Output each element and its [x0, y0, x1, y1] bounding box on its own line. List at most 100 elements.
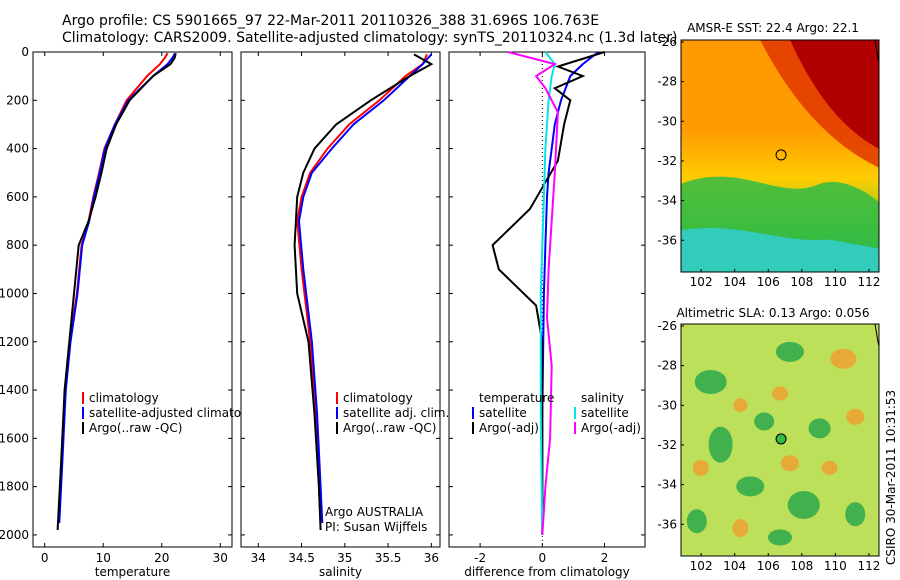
sla_map-frame	[680, 323, 880, 557]
sla_map-ytick-label: -30	[657, 398, 677, 412]
temperature-xtick-label: 20	[154, 551, 169, 565]
diff-salinity-legend-swatch	[574, 407, 576, 419]
sla-high-eddy	[732, 519, 749, 538]
salinity-xtick-label: 35.5	[375, 551, 402, 565]
sst_map-ytick-label: -28	[657, 75, 677, 89]
temperature-xtick-label: 30	[213, 551, 228, 565]
salinity-xlabel: salinity	[319, 565, 362, 579]
sla_map-xtick-label: 104	[723, 559, 746, 573]
diff-temperature-legend-label: Argo(-adj)	[479, 421, 539, 435]
sla_map-xtick-label: 110	[824, 559, 847, 573]
depth-tick-label: 200	[6, 93, 29, 107]
sla_map-ytick-label: -34	[657, 478, 677, 492]
map-panel-sst_map: 102 104 106 108 110 112 -26 -28 -30 -32 -34 -36 AMSR…	[657, 21, 880, 289]
difference-xtick-label: 0	[539, 551, 547, 565]
sla-low-eddy	[768, 529, 792, 546]
sst_map-field	[681, 40, 879, 272]
profile-panel-temperature: 0 10 20 30 0 200 400 600 800 1000 1200 1400 1600 1800…	[0, 45, 267, 579]
sst_map-frame	[680, 39, 880, 273]
depth-tick-label: 0	[21, 45, 29, 59]
sla_map-ytick-label: -28	[657, 359, 677, 373]
depth-tick-label: 800	[6, 238, 29, 252]
difference-xtick-label: -2	[474, 551, 486, 565]
sst_map-ytick-label: -32	[657, 154, 677, 168]
header-line-2: Climatology: CARS2009. Satellite-adjuste…	[62, 30, 678, 46]
depth-tick-label: 2000	[0, 528, 29, 542]
temperature-xlabel: temperature	[95, 565, 170, 579]
depth-tick-label: 600	[6, 190, 29, 204]
salinity-xtick-label: 34.5	[288, 551, 315, 565]
salinity-legend-label: Argo(..raw -QC)	[343, 421, 436, 435]
diff-temperature-legend-label: temperature	[479, 391, 554, 405]
temperature-legend-swatch	[82, 392, 84, 404]
sla-high-eddy	[772, 386, 788, 401]
sla-high-eddy	[780, 455, 799, 472]
salinity-xtick-label: 35	[337, 551, 352, 565]
salinity-legend-swatch	[336, 422, 338, 434]
sst_map-ytick-label: -30	[657, 114, 677, 128]
sst_map-ytick-label: -34	[657, 194, 677, 208]
sst-cold-region	[681, 228, 879, 272]
difference-series-line-0	[541, 51, 599, 535]
sla-high-eddy	[846, 408, 865, 425]
salinity-legend-swatch	[336, 392, 338, 404]
sla-high-eddy	[830, 348, 857, 369]
diff-temperature-legend-swatch	[472, 422, 474, 434]
difference-series-line-3	[507, 51, 559, 535]
depth-tick-label: 1800	[0, 480, 29, 494]
sla_map-xtick-label: 106	[757, 559, 780, 573]
sla-low-eddy	[708, 426, 733, 463]
difference-series-line-2	[539, 51, 556, 535]
depth-tick-label: 1200	[0, 335, 29, 349]
depth-tick-label: 400	[6, 142, 29, 156]
difference-xtick-label: 2	[601, 551, 609, 565]
temperature-legend-swatch	[82, 422, 84, 434]
sla-high-eddy	[692, 459, 709, 476]
temperature-xtick-label: 0	[41, 551, 49, 565]
sla-high-eddy	[821, 460, 838, 475]
sst_map-xtick-label: 106	[757, 275, 780, 289]
sla_map-ytick-label: -32	[657, 438, 677, 452]
header-line-1: Argo profile: CS 5901665_97 22-Mar-2011 …	[62, 13, 600, 29]
sst_map-xtick-label: 102	[690, 275, 713, 289]
sla_map-ytick-label: -36	[657, 517, 677, 531]
temperature-frame	[32, 51, 233, 548]
sla-low-eddy	[845, 502, 866, 527]
sla-low-eddy	[736, 476, 765, 497]
depth-tick-label: 1400	[0, 383, 29, 397]
temperature-xtick-label: 10	[96, 551, 111, 565]
sst_map-ytick-label: -26	[657, 35, 677, 49]
temperature-series-line-2	[56, 52, 177, 531]
argo-location-marker	[775, 149, 787, 161]
sst_map-xtick-label: 108	[790, 275, 813, 289]
float-pi-annotation: PI: Susan Wijffels	[325, 520, 427, 534]
salinity-series-line-2	[293, 53, 434, 531]
temperature-legend-swatch	[82, 407, 84, 419]
temperature-legend-label: climatology	[89, 391, 159, 405]
sla-high-eddy	[733, 398, 748, 413]
sla_map-xtick-label: 108	[790, 559, 813, 573]
sla_map-xtick-label: 112	[857, 559, 880, 573]
depth-tick-label: 1000	[0, 286, 29, 300]
salinity-legend-label: climatology	[343, 391, 413, 405]
argo-location-marker	[775, 433, 787, 445]
salinity-frame	[240, 51, 441, 548]
diff-salinity-legend-label: Argo(-adj)	[581, 421, 641, 435]
diff-temperature-legend-label: satellite	[479, 406, 527, 420]
sst_map-xtick-label: 110	[824, 275, 847, 289]
profile-panel-salinity: 34 34.5 35 35.5 36 salinity climatologysatelli…	[240, 51, 449, 579]
sst_map-ytick-label: -36	[657, 233, 677, 247]
diff-temperature-legend-swatch	[472, 407, 474, 419]
sla_map-title: Altimetric SLA: 0.13 Argo: 0.056	[676, 306, 869, 320]
salinity-legend-swatch	[336, 407, 338, 419]
temperature-legend-label: satellite-adjusted climatology	[89, 406, 267, 420]
sla-low-eddy	[787, 490, 820, 519]
temperature-legend-label: Argo(..raw -QC)	[89, 421, 182, 435]
sla_map-ytick-label: -26	[657, 319, 677, 333]
salinity-series-line-1	[297, 53, 433, 523]
sst_map-xtick-label: 112	[857, 275, 880, 289]
float-owner-annotation: Argo AUSTRALIA	[325, 505, 424, 519]
sst-warm-region	[789, 40, 879, 150]
salinity-xtick-label: 36	[424, 551, 439, 565]
